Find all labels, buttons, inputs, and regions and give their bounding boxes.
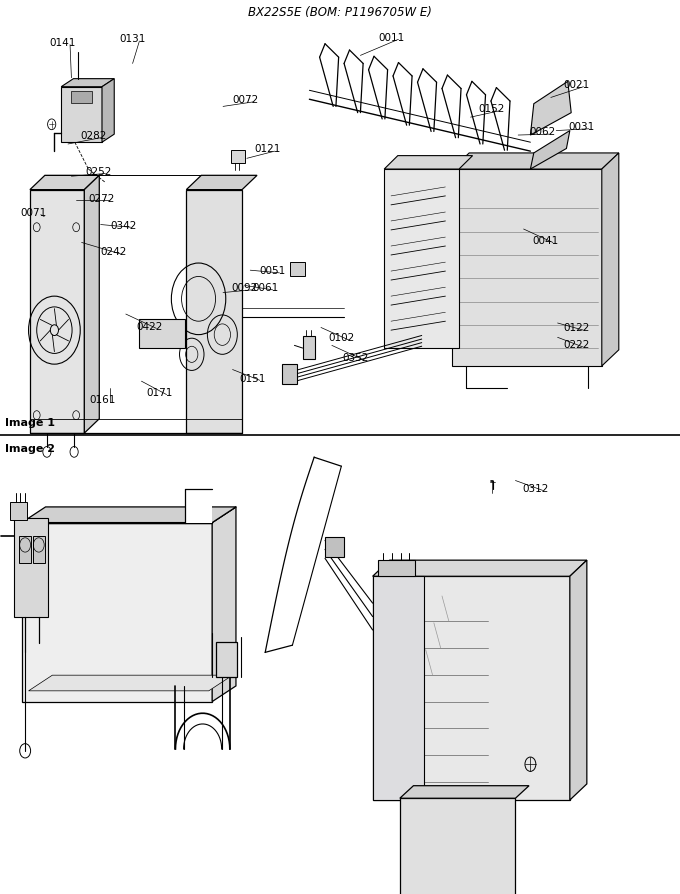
Polygon shape [22, 523, 212, 702]
Text: 0171: 0171 [146, 387, 173, 398]
Polygon shape [30, 176, 99, 190]
Bar [231, 151, 245, 164]
Text: 0071: 0071 [20, 207, 47, 218]
Text: 0051: 0051 [259, 266, 286, 276]
Bar [10, 502, 27, 520]
Polygon shape [530, 82, 571, 136]
Bar [325, 537, 344, 557]
Text: 0062: 0062 [529, 127, 556, 138]
Text: 0312: 0312 [522, 483, 549, 493]
Text: Image 1: Image 1 [5, 417, 56, 427]
Polygon shape [30, 190, 84, 434]
Polygon shape [452, 154, 619, 170]
Text: 0061: 0061 [252, 283, 279, 293]
Polygon shape [14, 519, 48, 617]
Bar [303, 337, 315, 359]
Text: 0072: 0072 [233, 95, 259, 105]
Polygon shape [61, 80, 114, 88]
Polygon shape [400, 786, 529, 798]
Polygon shape [22, 508, 236, 523]
Bar [33, 536, 45, 563]
Polygon shape [29, 676, 233, 691]
Text: 0151: 0151 [239, 373, 266, 384]
Text: 0352: 0352 [343, 352, 369, 363]
Bar [378, 561, 415, 577]
Polygon shape [373, 577, 570, 800]
Text: 0041: 0041 [532, 235, 559, 246]
Polygon shape [452, 170, 602, 367]
Polygon shape [84, 176, 99, 434]
Polygon shape [373, 561, 587, 577]
Polygon shape [102, 80, 114, 143]
Polygon shape [212, 508, 236, 702]
Polygon shape [400, 798, 515, 894]
Text: 0092: 0092 [231, 283, 258, 293]
Text: 0161: 0161 [90, 394, 116, 405]
Bar [373, 577, 424, 800]
Polygon shape [61, 88, 102, 143]
Polygon shape [384, 170, 459, 349]
Bar [290, 263, 305, 277]
Text: 0252: 0252 [85, 166, 112, 177]
Text: 0282: 0282 [80, 131, 107, 141]
Text: 0222: 0222 [563, 340, 590, 350]
Bar [282, 365, 297, 384]
Text: 0011: 0011 [378, 32, 405, 43]
Polygon shape [602, 154, 619, 367]
Text: 0031: 0031 [568, 122, 595, 132]
Text: 0152: 0152 [479, 104, 505, 114]
Text: Image 2: Image 2 [5, 443, 56, 453]
Polygon shape [185, 489, 212, 523]
Bar [216, 642, 237, 678]
Text: 0102: 0102 [328, 333, 355, 343]
Text: 0422: 0422 [136, 321, 163, 332]
Polygon shape [570, 561, 587, 800]
Text: 0242: 0242 [101, 247, 127, 257]
Text: 0342: 0342 [110, 220, 137, 231]
Text: 0021: 0021 [563, 80, 590, 90]
Bar [19, 536, 31, 563]
Polygon shape [186, 190, 242, 434]
Bar [71, 92, 92, 104]
Text: 0131: 0131 [119, 34, 146, 45]
Text: 0122: 0122 [563, 323, 590, 333]
Polygon shape [530, 131, 570, 170]
Polygon shape [384, 156, 473, 170]
Text: 0141: 0141 [50, 38, 76, 48]
Bar [139, 320, 185, 349]
Polygon shape [186, 176, 257, 190]
Text: 0272: 0272 [88, 193, 115, 204]
Text: BX22S5E (BOM: P1196705W E): BX22S5E (BOM: P1196705W E) [248, 6, 432, 20]
Text: 0121: 0121 [254, 144, 281, 155]
